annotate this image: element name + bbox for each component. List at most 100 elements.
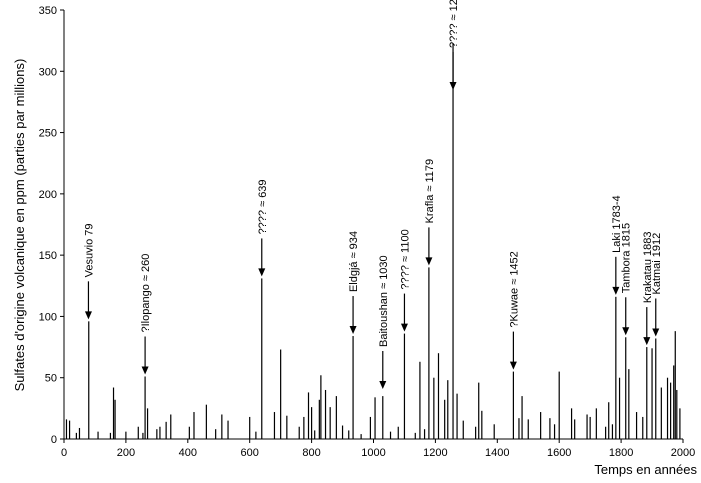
x-tick-label: 1600: [547, 447, 571, 459]
sulfate-bar: [462, 420, 464, 439]
sulfate-bar: [618, 377, 621, 439]
annotation: Katmai 1912: [651, 233, 663, 337]
sulfate-bar: [475, 426, 477, 439]
sulfate-bar: [335, 396, 337, 439]
arrow-head: [622, 327, 630, 336]
sulfate-bar: [142, 432, 144, 439]
annotation: ???? ≈ 639: [257, 179, 269, 277]
arrow-head: [379, 381, 387, 389]
sulfate-bar: [512, 371, 514, 439]
sulfate-bar: [125, 431, 127, 439]
y-tick-label: 150: [39, 250, 57, 262]
sulfate-bar: [146, 408, 149, 439]
sulfate-bar: [374, 397, 376, 439]
annotation: ???? ≈ 1257: [448, 0, 460, 90]
y-tick-label: 100: [39, 311, 57, 323]
x-tick-label: 400: [179, 447, 197, 459]
y-tick-label: 0: [51, 434, 57, 446]
arrow-head: [400, 323, 408, 332]
annotation-label: ???? ≈ 1100: [399, 229, 411, 289]
sulfate-bar: [311, 407, 313, 439]
sulfate-bar: [382, 396, 384, 439]
x-tick-label: 1200: [423, 447, 447, 459]
sulfate-bar: [586, 414, 588, 439]
sulfate-bar: [447, 380, 449, 439]
arrow-head: [509, 361, 517, 370]
sulfate-bar: [205, 404, 207, 439]
sulfate-bar: [112, 387, 115, 439]
sulfate-bar: [518, 418, 520, 439]
sulfate-bar: [595, 408, 597, 439]
sulfate-bar: [521, 396, 523, 439]
annotation: Krafla ≈ 1179: [424, 159, 436, 266]
annotation-label: Krafla ≈ 1179: [424, 159, 436, 224]
annotation-label: Tambora 1815: [621, 223, 633, 293]
arrow-head: [258, 268, 266, 277]
sulfate-bar: [341, 425, 344, 439]
arrow-head: [425, 257, 433, 266]
sulfate-bar: [625, 337, 627, 439]
chart-annotations: Vesuvio 79 ?Ilopango ≈ 260 ???? ≈ 639 Eldgj…: [83, 0, 663, 389]
sulfate-bar: [303, 416, 305, 439]
sulfate-bar: [589, 416, 591, 439]
sulfate-bar: [558, 371, 560, 439]
y-tick-label: 300: [39, 66, 57, 78]
sulfate-bar: [298, 426, 300, 439]
sulfate-bar: [360, 434, 362, 439]
sulfate-bar: [527, 419, 529, 439]
sulfate-bar: [324, 389, 327, 439]
sulfate-bar: [414, 432, 416, 439]
annotation: Krakatau 1883: [642, 232, 654, 346]
sulfate-bar: [348, 430, 350, 439]
sulfate-bar: [320, 375, 322, 439]
sulfate-bar: [68, 420, 71, 439]
arrow-head: [141, 366, 149, 375]
y-tick-label: 50: [45, 373, 57, 385]
sulfate-bar: [433, 377, 435, 439]
sulfate-bar: [88, 321, 90, 439]
sulfate-bar: [114, 399, 116, 439]
sulfate-bar: [679, 408, 681, 439]
sulfate-bar: [156, 429, 158, 439]
sulfate-bar: [280, 349, 282, 439]
chart-axes: 0 50 100 150 200 250 300 350 0 200 400 600 800 1000 12…: [39, 5, 696, 459]
x-tick-label: 600: [241, 447, 259, 459]
sulfate-bar: [660, 387, 662, 439]
x-tick-label: 1400: [485, 447, 509, 459]
sulfate-bar: [318, 399, 320, 439]
sulfate-bar: [75, 432, 77, 439]
sulfate-bar: [137, 426, 139, 439]
sulfate-bar: [676, 389, 678, 439]
sulfate-bar: [605, 426, 607, 439]
sulfate-bar: [670, 382, 672, 439]
sulfate-bar: [255, 431, 257, 439]
sulfate-bar: [553, 424, 556, 439]
annotation-label: ???? ≈ 639: [257, 179, 269, 234]
sulfate-bar: [215, 429, 217, 439]
x-tick-label: 1000: [361, 447, 385, 459]
y-tick-label: 350: [39, 5, 57, 17]
sulfate-bar: [428, 267, 430, 439]
sulfate-bar: [456, 393, 458, 439]
annotation: Baitoushan ≈ 1030: [378, 255, 390, 389]
x-tick-label: 0: [61, 447, 67, 459]
y-tick-label: 200: [39, 189, 57, 201]
annotation-label: Krakatau 1883: [642, 232, 654, 304]
sulfate-bar: [97, 431, 99, 439]
sulfate-bar: [493, 424, 495, 439]
sulfate-bar: [481, 410, 483, 439]
sulfate-bar: [540, 412, 542, 439]
annotation-label: Vesuvio 79: [83, 224, 95, 278]
annotation: ???? ≈ 1100: [399, 229, 411, 332]
sulfate-bar: [144, 376, 146, 439]
annotation: Laki 1783-4: [611, 195, 623, 295]
sulfate-bar: [608, 402, 610, 439]
annotation-label: Eldgjá ≈ 934: [348, 231, 360, 292]
annotation-label: ?Kuwae ≈ 1452: [508, 251, 520, 327]
sulfate-bar: [170, 414, 172, 439]
sulfate-bar: [646, 347, 648, 439]
sulfate-bar: [193, 412, 195, 439]
sulfate-bar: [452, 43, 454, 439]
arrow-head: [612, 286, 620, 295]
